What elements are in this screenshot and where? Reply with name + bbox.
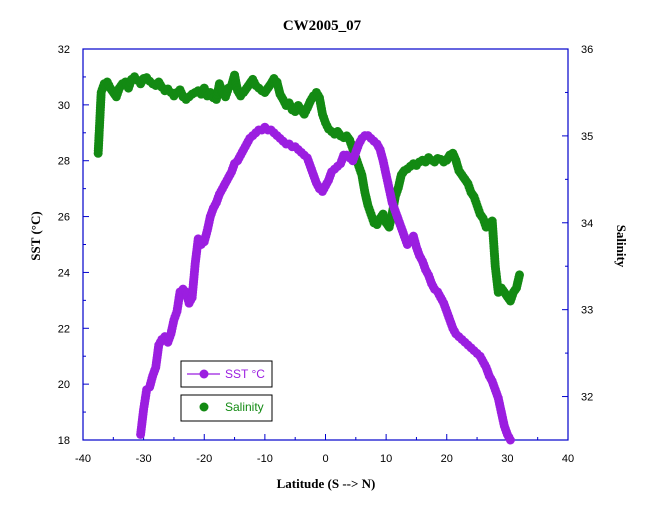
y-tick-label: 18: [58, 435, 70, 447]
x-tick-label: 30: [501, 453, 513, 465]
chart-title: CW2005_07: [283, 18, 362, 34]
x-axis-label: Latitude (S --> N): [277, 476, 376, 491]
y-tick-label: 32: [58, 44, 70, 56]
x-axis: -40 -30 -20 -10 0 10 20 30 40: [75, 434, 574, 465]
y-tick-label: 30: [58, 100, 70, 112]
y-tick-label: 22: [58, 323, 70, 335]
x-tick-label: 0: [322, 453, 328, 465]
y-axis-label: SST (°C): [28, 211, 43, 260]
legend-marker-sst: [199, 369, 209, 379]
x-tick-label: -10: [257, 453, 273, 465]
x-tick-label: -30: [136, 453, 152, 465]
y-tick-label: 26: [58, 212, 70, 224]
y2-tick-label: 34: [581, 218, 593, 230]
salinity-point: [515, 270, 524, 280]
y2-axis-label: Salinity: [614, 225, 629, 268]
sst-point: [505, 435, 515, 445]
legend-marker-salinity: [199, 402, 209, 412]
y-axis-right: 32 33 34 35 36: [562, 44, 593, 404]
legend-label-salinity: Salinity: [225, 400, 264, 414]
sst-series: [136, 122, 515, 445]
y-tick-label: 24: [58, 267, 70, 279]
y-tick-label: 28: [58, 156, 70, 168]
legend-box-salinity: [180, 394, 273, 422]
y2-tick-label: 32: [581, 392, 593, 404]
y2-tick-label: 33: [581, 305, 593, 317]
x-tick-label: -40: [75, 453, 91, 465]
x-tick-label: -20: [196, 453, 212, 465]
x-tick-label: 10: [380, 453, 392, 465]
y-tick-label: 20: [58, 379, 70, 391]
y2-tick-label: 35: [581, 131, 593, 143]
legend: SST °C Salinity: [180, 360, 273, 422]
salinity-series: [93, 70, 524, 306]
y-axis-left: 18 20 22 24 26 28 30 32: [58, 44, 89, 447]
legend-label-sst: SST °C: [225, 367, 265, 381]
x-tick-label: 40: [562, 453, 574, 465]
x-tick-label: 20: [441, 453, 453, 465]
y2-tick-label: 36: [581, 44, 593, 56]
